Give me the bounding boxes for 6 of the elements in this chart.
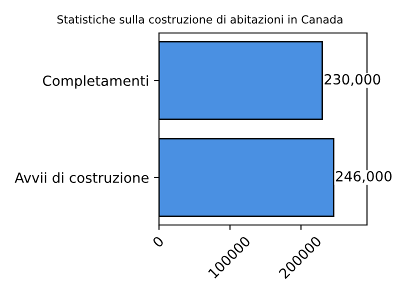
chart-title: Statistiche sulla costruzione di abitazioni in Canada [57,15,342,24]
data-label: 230,000 [324,74,380,86]
data-label: 246,000 [336,171,392,183]
x-tick-label: 0 [152,236,164,248]
y-tick-label: Completamenti [42,75,148,89]
y-tick-label: Avvii di costruzione [14,172,149,183]
